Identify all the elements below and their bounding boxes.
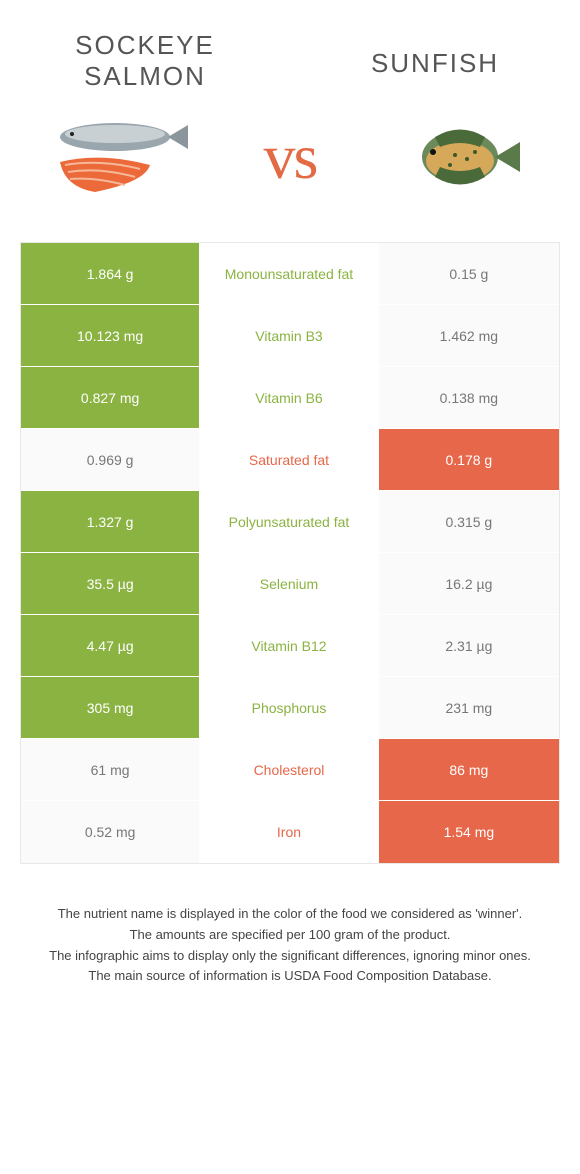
value-right: 0.315 g bbox=[379, 491, 559, 552]
value-right: 0.15 g bbox=[379, 243, 559, 304]
value-left: 61 mg bbox=[21, 739, 201, 800]
nutrient-label: Vitamin B12 bbox=[201, 615, 379, 676]
value-left: 1.327 g bbox=[21, 491, 201, 552]
food-title-left: SOCKEYE SALMON bbox=[40, 30, 250, 92]
value-right: 1.54 mg bbox=[379, 801, 559, 863]
header: SOCKEYE SALMON SUNFISH bbox=[0, 0, 580, 92]
value-left: 0.969 g bbox=[21, 429, 201, 490]
table-row: 61 mgCholesterol86 mg bbox=[21, 739, 559, 801]
value-right: 2.31 µg bbox=[379, 615, 559, 676]
nutrient-label: Vitamin B3 bbox=[201, 305, 379, 366]
value-left: 35.5 µg bbox=[21, 553, 201, 614]
nutrient-label: Vitamin B6 bbox=[201, 367, 379, 428]
table-row: 305 mgPhosphorus231 mg bbox=[21, 677, 559, 739]
footer-line: The amounts are specified per 100 gram o… bbox=[30, 925, 550, 946]
nutrient-label: Selenium bbox=[201, 553, 379, 614]
nutrient-label: Polyunsaturated fat bbox=[201, 491, 379, 552]
value-right: 231 mg bbox=[379, 677, 559, 738]
table-row: 0.969 gSaturated fat0.178 g bbox=[21, 429, 559, 491]
value-right: 86 mg bbox=[379, 739, 559, 800]
value-left: 10.123 mg bbox=[21, 305, 201, 366]
comparison-table: 1.864 gMonounsaturated fat0.15 g10.123 m… bbox=[20, 242, 560, 864]
vs-label: vs bbox=[264, 120, 317, 194]
nutrient-label: Monounsaturated fat bbox=[201, 243, 379, 304]
nutrient-label: Iron bbox=[201, 801, 379, 863]
footer-line: The infographic aims to display only the… bbox=[30, 946, 550, 967]
footer-line: The main source of information is USDA F… bbox=[30, 966, 550, 987]
footer-notes: The nutrient name is displayed in the co… bbox=[0, 864, 580, 987]
value-left: 305 mg bbox=[21, 677, 201, 738]
table-row: 4.47 µgVitamin B122.31 µg bbox=[21, 615, 559, 677]
food-title-right: SUNFISH bbox=[330, 30, 540, 79]
table-row: 1.327 gPolyunsaturated fat0.315 g bbox=[21, 491, 559, 553]
table-row: 35.5 µgSelenium16.2 µg bbox=[21, 553, 559, 615]
table-row: 0.827 mgVitamin B60.138 mg bbox=[21, 367, 559, 429]
nutrient-label: Saturated fat bbox=[201, 429, 379, 490]
table-row: 0.52 mgIron1.54 mg bbox=[21, 801, 559, 863]
value-right: 0.138 mg bbox=[379, 367, 559, 428]
table-row: 10.123 mgVitamin B31.462 mg bbox=[21, 305, 559, 367]
value-left: 4.47 µg bbox=[21, 615, 201, 676]
value-right: 1.462 mg bbox=[379, 305, 559, 366]
sunfish-image bbox=[390, 102, 540, 212]
value-left: 0.827 mg bbox=[21, 367, 201, 428]
nutrient-label: Cholesterol bbox=[201, 739, 379, 800]
vs-row: vs bbox=[0, 92, 580, 242]
salmon-image bbox=[40, 102, 190, 212]
value-left: 0.52 mg bbox=[21, 801, 201, 863]
table-row: 1.864 gMonounsaturated fat0.15 g bbox=[21, 243, 559, 305]
footer-line: The nutrient name is displayed in the co… bbox=[30, 904, 550, 925]
value-right: 16.2 µg bbox=[379, 553, 559, 614]
value-right: 0.178 g bbox=[379, 429, 559, 490]
nutrient-label: Phosphorus bbox=[201, 677, 379, 738]
value-left: 1.864 g bbox=[21, 243, 201, 304]
